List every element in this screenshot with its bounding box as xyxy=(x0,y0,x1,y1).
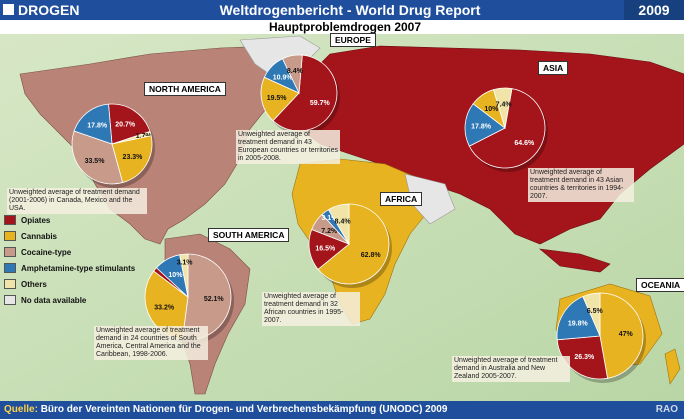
pie-slice-oceania-2 xyxy=(556,296,601,341)
section-label: DROGEN xyxy=(18,2,80,18)
pie-slice-asia-3 xyxy=(493,87,513,129)
pie-label-africa-0: 62.8% xyxy=(361,252,382,259)
pie-slice-oceania-3 xyxy=(582,292,601,337)
note-oceania: Unweighted average of treatment demand i… xyxy=(452,356,570,382)
pie-slice-asia-1 xyxy=(464,103,506,147)
square-icon xyxy=(3,4,14,15)
legend-item-opiates: Opiates xyxy=(4,212,154,228)
legend-swatch xyxy=(4,263,16,273)
note-south-america: Unweighted average of treatment demand i… xyxy=(94,326,208,360)
page-subtitle: Hauptproblemdrogen 2007 xyxy=(268,20,422,34)
pie-slice-africa-0 xyxy=(317,203,390,285)
pie-slice-europe-1 xyxy=(260,76,300,122)
pie-label-asia-0: 64.6% xyxy=(514,140,535,147)
legend-item-others: Others xyxy=(4,276,154,292)
pie-slice-asia-0 xyxy=(468,88,546,169)
footer-bar: Quelle: Büro der Vereinten Nationen für … xyxy=(0,401,684,419)
source-text: Büro der Vereinten Nationen für Drogen- … xyxy=(40,404,448,415)
year-badge: 2009 xyxy=(624,0,684,20)
note-europe: Unweighted average of treatment demand i… xyxy=(236,130,340,164)
pie-label-europe-0: 59.7% xyxy=(310,100,331,107)
pie-slice-africa-4 xyxy=(327,203,350,246)
page-title: Weltdrogenbericht - World Drug Report xyxy=(219,2,481,18)
land-indonesia xyxy=(539,248,611,273)
pie-label-europe-1: 19.5% xyxy=(267,95,288,102)
pie-label-north-america-2: 23.3% xyxy=(123,154,144,161)
credit: RAO xyxy=(655,404,678,415)
pie-label-south-america-4: 3.1% xyxy=(177,259,194,266)
pie-label-oceania-1: 26.3% xyxy=(574,354,595,361)
pie-slice-north-america-0 xyxy=(108,103,151,145)
pie-slice-north-america-2 xyxy=(111,135,153,184)
pie-label-south-america-1: 33.2% xyxy=(154,304,175,311)
pie-label-asia-3: 7.4% xyxy=(496,102,513,109)
legend-item-cocaine: Cocaine-type xyxy=(4,244,154,260)
header-bar: DROGEN Weltdrogenbericht - World Drug Re… xyxy=(0,0,684,20)
legend-item-cannabis: Cannabis xyxy=(4,228,154,244)
pie-label-europe-3: 8.4% xyxy=(287,68,304,75)
pie-label-africa-1: 16.5% xyxy=(315,245,336,252)
pie-label-africa-2: 7.2% xyxy=(321,228,338,235)
legend-item-amphetamine: Amphetamine-type stimulants xyxy=(4,260,154,276)
pie-label-oceania-0: 47% xyxy=(619,331,634,338)
legend-swatch xyxy=(4,279,16,289)
note-asia: Unweighted average of treatment demand i… xyxy=(528,168,634,202)
pie-slice-oceania-0 xyxy=(599,292,644,379)
pie-label-north-america-4: 17.8% xyxy=(87,123,108,130)
pie-label-south-america-3: 10% xyxy=(168,272,183,279)
pie-label-south-america-0: 52.1% xyxy=(204,296,225,303)
region-label-africa: AFRICA xyxy=(380,192,423,206)
pie-label-asia-2: 10% xyxy=(484,106,499,113)
pie-slice-africa-1 xyxy=(308,228,350,270)
pie-label-north-america-0: 20.7% xyxy=(115,121,136,128)
pie-label-asia-1: 17.8% xyxy=(471,123,492,130)
legend-swatch xyxy=(4,231,16,241)
pie-slice-north-america-3 xyxy=(71,130,124,185)
pie-label-africa-4: 8.4% xyxy=(335,218,352,225)
region-label-north-america: NORTH AMERICA xyxy=(144,82,226,96)
pie-charts: 20.7%1.7%23.3%33.5%17.8%59.7%19.5%10.9%8… xyxy=(71,54,646,383)
pie-slice-europe-0 xyxy=(272,54,338,132)
pie-slice-oceania-1 xyxy=(556,335,609,380)
note-africa: Unweighted average of treatment demand i… xyxy=(262,292,360,326)
legend-item-no-data: No data available xyxy=(4,292,154,308)
section-tag: DROGEN xyxy=(0,0,96,20)
region-label-asia: ASIA xyxy=(538,61,569,75)
source-label: Quelle: xyxy=(4,404,38,415)
land-new-zealand xyxy=(664,348,681,385)
region-label-europe: EUROPE xyxy=(330,33,376,47)
note-north-america: Unweighted average of treatment demand (… xyxy=(7,188,147,214)
region-label-oceania: OCEANIA xyxy=(636,278,684,292)
legend-swatch xyxy=(4,215,16,225)
pie-label-north-america-1: 1.7% xyxy=(136,133,153,140)
legend-swatch xyxy=(4,247,16,257)
pie-label-oceania-3: 6.5% xyxy=(587,308,604,315)
region-label-south-america: SOUTH AMERICA xyxy=(208,228,290,242)
legend-swatch xyxy=(4,295,16,305)
pie-slice-south-america-4 xyxy=(179,253,189,298)
pie-label-europe-2: 10.9% xyxy=(273,75,294,82)
pie-label-africa-3: 3.1% xyxy=(321,215,338,222)
pie-slice-north-america-4 xyxy=(73,103,113,145)
pie-label-north-america-3: 33.5% xyxy=(85,158,106,165)
pie-slice-europe-3 xyxy=(281,54,303,95)
pie-label-oceania-2: 19.8% xyxy=(568,320,589,327)
map-legend: Opiates Cannabis Cocaine-type Amphetamin… xyxy=(4,212,154,308)
